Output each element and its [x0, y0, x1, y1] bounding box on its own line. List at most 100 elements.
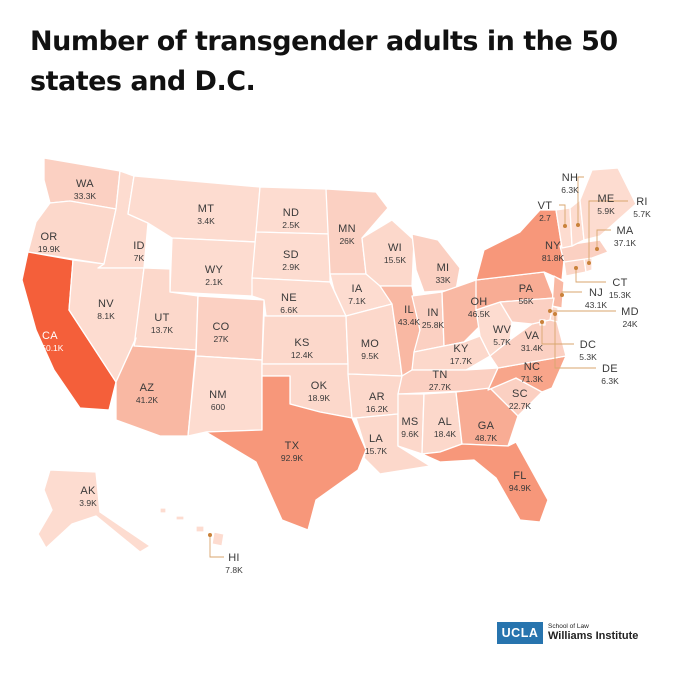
state-code-ar: AR — [369, 391, 385, 403]
state-value-id: 7K — [134, 253, 145, 263]
leader-line-vt — [559, 204, 566, 226]
state-tx — [205, 375, 367, 531]
state-value-mt: 3.4K — [197, 216, 215, 226]
state-value-in: 25.8K — [422, 320, 445, 330]
state-value-wy: 2.1K — [205, 277, 223, 287]
state-code-de: DE — [602, 363, 618, 375]
state-nj — [551, 275, 565, 309]
state-code-ks: KS — [294, 337, 309, 349]
state-value-mi: 33K — [435, 275, 450, 285]
state-code-ga: GA — [478, 420, 495, 432]
state-code-dc: DC — [580, 339, 597, 351]
state-co — [195, 295, 265, 361]
state-code-ct: CT — [612, 277, 627, 289]
state-code-mt: MT — [198, 203, 214, 215]
leader-line-ri — [588, 200, 628, 263]
states-layer — [21, 157, 637, 553]
state-value-ny: 81.8K — [542, 253, 565, 263]
state-value-ct: 15.3K — [609, 290, 632, 300]
state-value-mo: 9.5K — [361, 351, 379, 361]
leader-dot-ct — [574, 266, 578, 270]
state-code-mo: MO — [361, 338, 379, 350]
state-value-co: 27K — [213, 334, 228, 344]
state-value-nj: 43.1K — [585, 300, 608, 310]
state-value-pa: 56K — [518, 296, 533, 306]
state-code-la: LA — [369, 433, 383, 445]
state-value-az: 41.2K — [136, 395, 159, 405]
state-code-ne: NE — [281, 292, 297, 304]
leader-line-hi — [209, 535, 224, 558]
state-value-ma: 37.1K — [614, 238, 637, 248]
state-code-va: VA — [525, 330, 540, 342]
state-code-ri: RI — [636, 196, 648, 208]
leader-dot-de — [553, 312, 557, 316]
state-code-wa: WA — [76, 178, 94, 190]
state-code-hi: HI — [228, 552, 240, 564]
state-ga — [455, 387, 519, 447]
state-code-ak: AK — [80, 485, 96, 497]
state-value-ga: 48.7K — [475, 433, 498, 443]
state-code-vt: VT — [538, 200, 553, 212]
state-value-nh: 6.3K — [561, 185, 579, 195]
state-ak — [37, 469, 151, 553]
state-value-vt: 2.7 — [539, 213, 551, 223]
leader-line-de — [554, 314, 596, 369]
state-fl — [421, 441, 549, 523]
state-value-la: 15.7K — [365, 446, 388, 456]
state-code-nc: NC — [524, 361, 541, 373]
state-code-fl: FL — [513, 470, 526, 482]
leader-dot-md — [548, 309, 552, 313]
state-value-wi: 15.5K — [384, 255, 407, 265]
state-oh — [441, 279, 487, 347]
state-code-ma: MA — [616, 225, 633, 237]
state-code-nv: NV — [98, 298, 114, 310]
state-value-nv: 8.1K — [97, 311, 115, 321]
state-value-va: 31.4K — [521, 343, 544, 353]
state-value-wv: 5.7K — [493, 337, 511, 347]
state-value-ut: 13.7K — [151, 325, 174, 335]
state-ms — [397, 393, 425, 455]
leader-dot-ri — [587, 261, 591, 265]
logo-school-of-law: School of Law — [548, 622, 589, 630]
leader-line-nj — [561, 291, 582, 295]
leader-dot-vt — [563, 224, 567, 228]
state-code-ky: KY — [453, 343, 469, 355]
state-code-in: IN — [427, 307, 439, 319]
state-value-tn: 27.7K — [429, 382, 452, 392]
state-code-md: MD — [621, 306, 639, 318]
leader-dot-dc — [540, 320, 544, 324]
state-code-sd: SD — [283, 249, 299, 261]
state-code-mi: MI — [437, 262, 450, 274]
state-value-nm: 600 — [211, 402, 225, 412]
state-code-nm: NM — [209, 389, 227, 401]
state-code-ia: IA — [352, 283, 363, 295]
state-value-sd: 2.9K — [282, 262, 300, 272]
state-code-ok: OK — [311, 380, 328, 392]
ucla-williams-institute-logo: UCLA School of Law Williams Institute — [497, 622, 638, 644]
leader-dot-nj — [560, 293, 564, 297]
state-value-md: 24K — [622, 319, 637, 329]
state-code-wi: WI — [388, 242, 402, 254]
state-code-ca: CA — [42, 330, 58, 342]
state-value-dc: 5.3K — [579, 352, 597, 362]
state-value-ak: 3.9K — [79, 498, 97, 508]
state-code-pa: PA — [519, 283, 534, 295]
state-code-oh: OH — [470, 296, 487, 308]
state-code-ny: NY — [545, 240, 561, 252]
leader-line-ct — [575, 268, 606, 283]
state-code-co: CO — [212, 321, 229, 333]
leader-lines-layer — [208, 176, 628, 558]
state-value-mn: 26K — [339, 236, 354, 246]
state-value-tx: 92.9K — [281, 453, 304, 463]
state-code-or: OR — [40, 231, 57, 243]
state-value-ks: 12.4K — [291, 350, 314, 360]
state-ri — [583, 257, 593, 273]
map-title: Number of transgender adults in the 50 s… — [30, 26, 618, 97]
leader-dot-ma — [595, 247, 599, 251]
state-value-al: 18.4K — [434, 429, 457, 439]
state-code-me: ME — [597, 193, 614, 205]
state-code-az: AZ — [140, 382, 155, 394]
leader-line-nh — [577, 176, 584, 225]
